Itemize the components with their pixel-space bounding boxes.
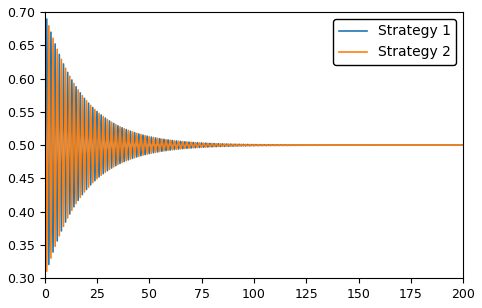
Strategy 2 xyxy=(42,10,48,14)
Strategy 2 xyxy=(427,143,432,147)
Strategy 1 xyxy=(46,263,52,266)
Strategy 2 xyxy=(44,270,50,273)
Strategy 1 xyxy=(220,142,226,146)
Line: Strategy 2: Strategy 2 xyxy=(45,12,463,271)
Strategy 1 xyxy=(81,96,87,100)
Strategy 1 xyxy=(460,143,466,147)
Strategy 2 xyxy=(197,141,202,145)
Strategy 1 xyxy=(427,143,432,147)
Strategy 1 xyxy=(42,277,48,280)
Legend: Strategy 1, Strategy 2: Strategy 1, Strategy 2 xyxy=(333,19,456,65)
Strategy 1 xyxy=(44,17,50,21)
Strategy 2 xyxy=(460,143,466,147)
Strategy 2 xyxy=(220,144,226,148)
Strategy 1 xyxy=(197,146,202,149)
Strategy 2 xyxy=(270,144,276,147)
Strategy 2 xyxy=(81,190,87,194)
Strategy 2 xyxy=(46,24,52,28)
Strategy 1 xyxy=(270,143,276,147)
Line: Strategy 1: Strategy 1 xyxy=(45,19,463,278)
